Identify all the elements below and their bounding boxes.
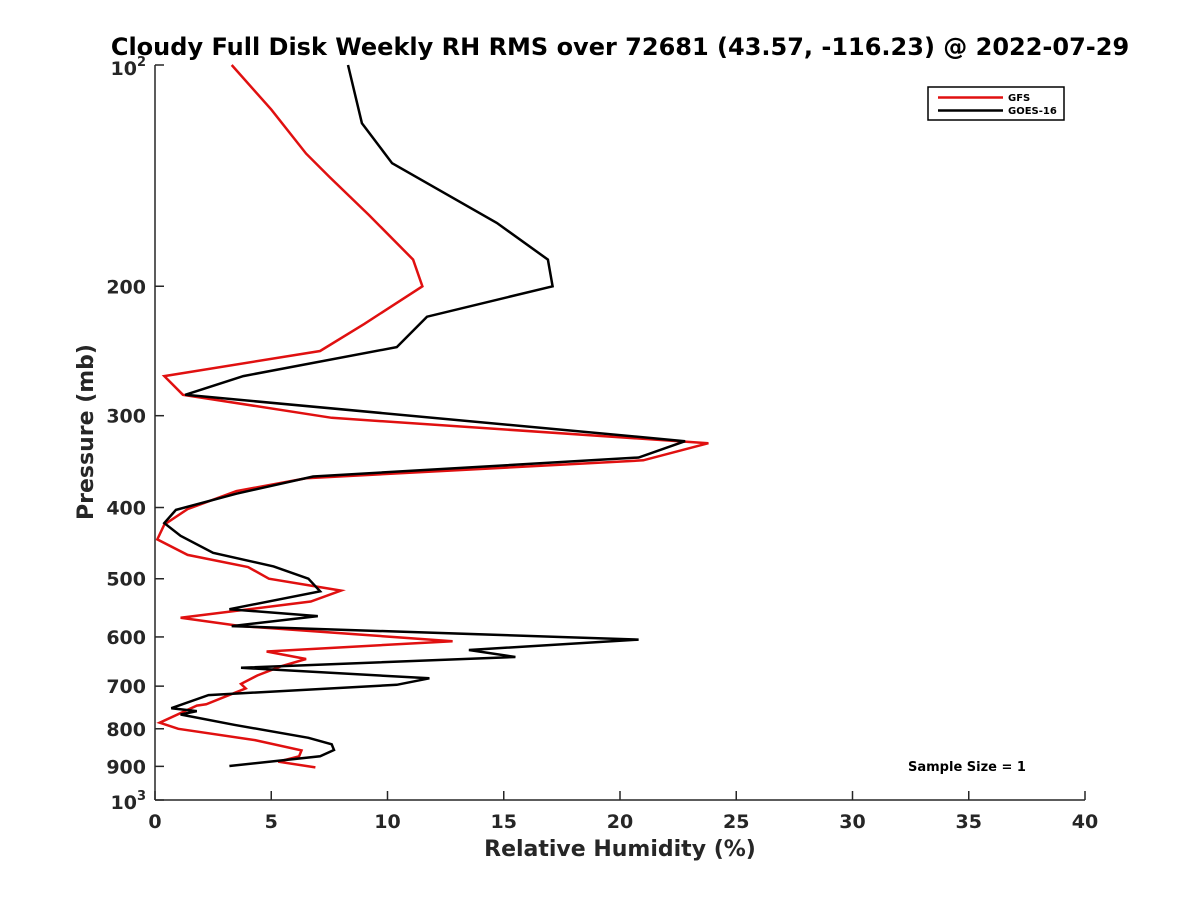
- y-bottom-base: 10: [111, 792, 137, 814]
- x-tick-label: 15: [491, 811, 517, 833]
- x-axis-label: Relative Humidity (%): [484, 837, 756, 862]
- y-ticks-group: 200 300 400 500 600 700 800 900: [106, 64, 164, 801]
- y-tick-label: 900: [106, 756, 146, 778]
- series-line-goes16: [162, 64, 686, 768]
- y-tick-label: 800: [106, 719, 146, 741]
- y-bottom-exponent: 3: [137, 789, 146, 804]
- y-tick-label: 500: [106, 569, 146, 591]
- y-tick-label: 200: [106, 276, 146, 298]
- y-axis-label: Pressure (mb): [74, 344, 99, 520]
- x-tick-label: 25: [723, 811, 749, 833]
- chart-title: Cloudy Full Disk Weekly RH RMS over 7268…: [111, 33, 1129, 61]
- legend-box: [927, 86, 1065, 121]
- x-tick-label: 5: [265, 811, 278, 833]
- legend: GFS GOES-16: [927, 86, 1065, 121]
- y-tick-label-top: 102: [111, 55, 147, 80]
- x-ticks-group: 0 5 10 15 20 25 30 35 40: [148, 791, 1098, 833]
- sample-size-annotation: Sample Size = 1: [908, 760, 1026, 775]
- legend-label-goes16: GOES-16: [1008, 106, 1057, 117]
- y-tick-label: 700: [106, 676, 146, 698]
- series-line-gfs: [155, 64, 709, 769]
- x-tick-label: 35: [956, 811, 982, 833]
- series-lines-group: [155, 64, 709, 769]
- y-tick-label-bottom: 103: [111, 789, 147, 814]
- y-top-exponent: 2: [137, 55, 146, 70]
- x-tick-label: 0: [148, 811, 161, 833]
- y-tick-label: 300: [106, 406, 146, 428]
- legend-label-gfs: GFS: [1008, 93, 1030, 104]
- y-tick-label: 600: [106, 627, 146, 649]
- x-tick-label: 10: [374, 811, 400, 833]
- x-tick-label: 40: [1072, 811, 1098, 833]
- x-tick-label: 20: [607, 811, 633, 833]
- x-tick-label: 30: [839, 811, 865, 833]
- y-tick-label: 400: [106, 498, 146, 520]
- y-top-base: 10: [111, 58, 137, 80]
